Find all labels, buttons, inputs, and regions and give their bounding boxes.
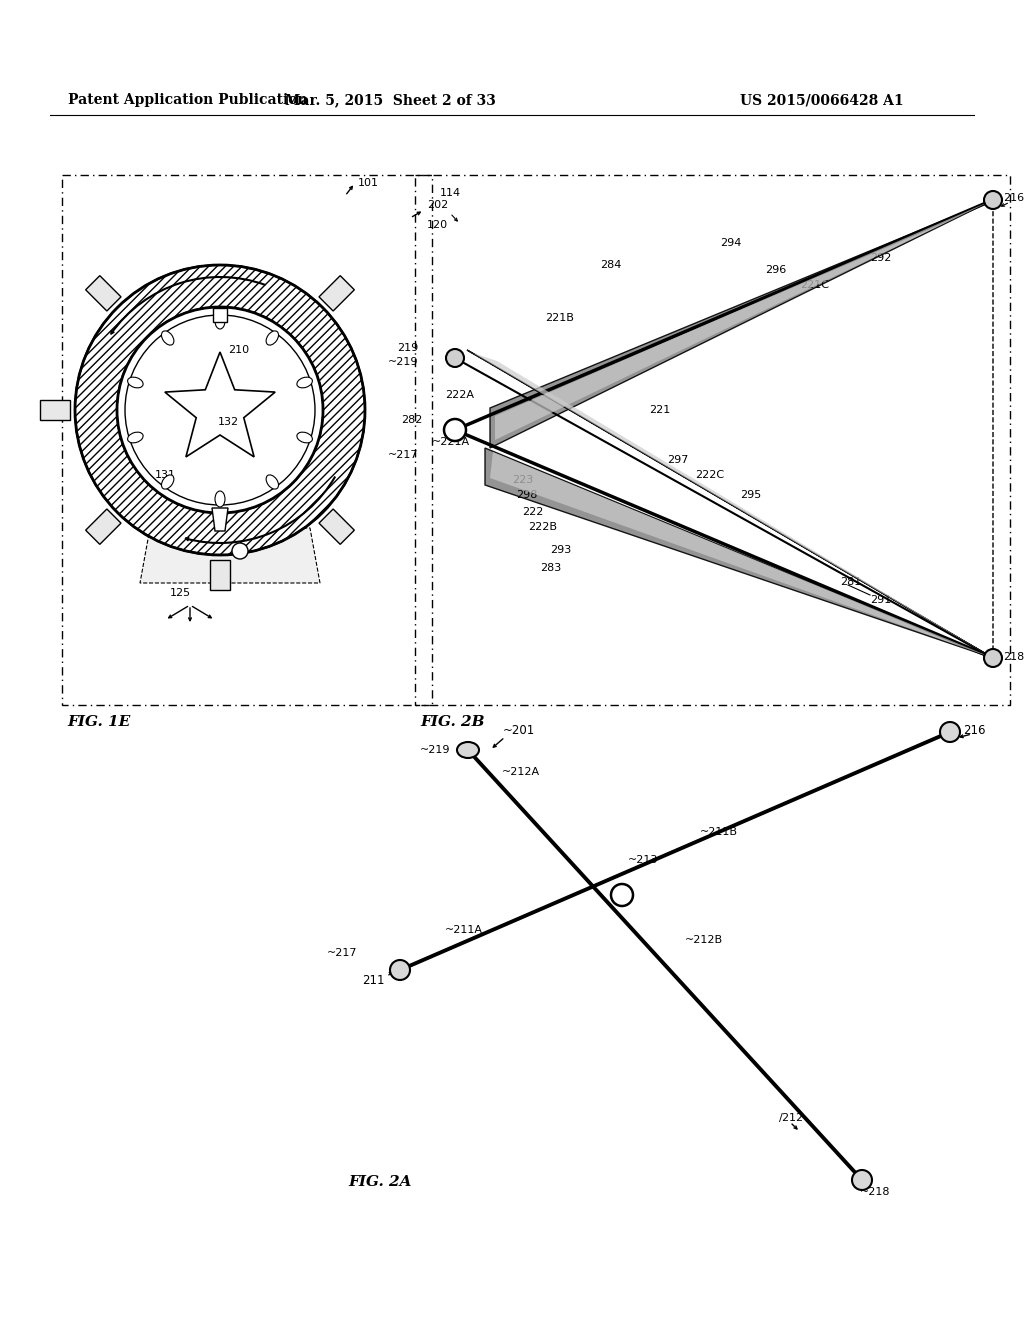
- Text: ~217: ~217: [327, 948, 357, 958]
- Text: 298: 298: [516, 490, 538, 500]
- Bar: [415, 176, 1010, 705]
- Polygon shape: [490, 451, 993, 657]
- Text: 294: 294: [720, 238, 741, 248]
- Text: 297: 297: [667, 455, 688, 465]
- Text: 281: 281: [840, 577, 861, 587]
- Ellipse shape: [162, 475, 174, 490]
- Text: Patent Application Publication: Patent Application Publication: [68, 92, 307, 107]
- Text: 120: 120: [427, 220, 449, 230]
- Text: 222C: 222C: [695, 470, 724, 480]
- Circle shape: [232, 543, 248, 558]
- Text: 221B: 221B: [545, 313, 573, 323]
- Text: 210: 210: [228, 345, 249, 355]
- Text: ~218: ~218: [860, 1187, 891, 1197]
- Text: 222: 222: [522, 507, 544, 517]
- Circle shape: [446, 421, 464, 440]
- Circle shape: [446, 348, 464, 367]
- Text: 219: 219: [396, 343, 418, 352]
- Text: ~213: ~213: [628, 855, 658, 865]
- Text: ~219: ~219: [387, 356, 418, 367]
- Text: 114: 114: [440, 187, 461, 198]
- Text: 221: 221: [649, 405, 670, 414]
- Text: 295: 295: [740, 490, 761, 500]
- Text: 202: 202: [427, 201, 449, 210]
- Text: 291: 291: [870, 595, 891, 605]
- Circle shape: [390, 960, 410, 979]
- Text: 282: 282: [400, 414, 422, 425]
- Text: 221C: 221C: [800, 280, 829, 290]
- Ellipse shape: [215, 313, 225, 329]
- Polygon shape: [485, 447, 993, 657]
- Text: 131: 131: [155, 470, 176, 480]
- Text: ~221A: ~221A: [432, 437, 470, 447]
- Ellipse shape: [128, 378, 143, 388]
- Text: FIG. 2B: FIG. 2B: [420, 715, 484, 729]
- Ellipse shape: [266, 331, 279, 345]
- Circle shape: [852, 1170, 872, 1191]
- Text: 216: 216: [963, 723, 985, 737]
- Text: 132: 132: [217, 417, 239, 426]
- Text: 284: 284: [600, 260, 622, 271]
- FancyBboxPatch shape: [319, 276, 354, 312]
- Circle shape: [984, 649, 1002, 667]
- Ellipse shape: [297, 432, 312, 444]
- Polygon shape: [467, 350, 993, 657]
- Ellipse shape: [215, 491, 225, 507]
- Polygon shape: [165, 352, 275, 457]
- Text: 292: 292: [870, 253, 891, 263]
- Text: FIG. 2A: FIG. 2A: [348, 1175, 412, 1189]
- Text: $\mathsf{/}$212: $\mathsf{/}$212: [778, 1111, 804, 1125]
- Circle shape: [117, 308, 323, 513]
- Text: ~212B: ~212B: [685, 935, 723, 945]
- Polygon shape: [140, 528, 319, 583]
- Ellipse shape: [266, 475, 279, 490]
- Text: ~201: ~201: [503, 723, 536, 737]
- FancyBboxPatch shape: [319, 510, 354, 544]
- Text: 218: 218: [1002, 652, 1024, 663]
- Text: 222A: 222A: [445, 389, 474, 400]
- FancyBboxPatch shape: [40, 400, 70, 420]
- Circle shape: [984, 191, 1002, 209]
- Bar: [213, 308, 227, 322]
- Text: ~211B: ~211B: [700, 828, 738, 837]
- Bar: [62, 176, 432, 705]
- Polygon shape: [495, 201, 993, 440]
- Text: 296: 296: [765, 265, 786, 275]
- Ellipse shape: [457, 742, 479, 758]
- Text: 283: 283: [540, 564, 561, 573]
- Text: 125: 125: [170, 587, 191, 598]
- Polygon shape: [490, 201, 993, 447]
- Text: ~212A: ~212A: [502, 767, 540, 777]
- Text: 223: 223: [512, 475, 534, 484]
- FancyBboxPatch shape: [86, 510, 121, 544]
- FancyBboxPatch shape: [210, 560, 230, 590]
- Ellipse shape: [162, 331, 174, 345]
- Text: Mar. 5, 2015  Sheet 2 of 33: Mar. 5, 2015 Sheet 2 of 33: [285, 92, 496, 107]
- Polygon shape: [212, 508, 228, 531]
- Text: ~217: ~217: [387, 450, 418, 459]
- Ellipse shape: [297, 378, 312, 388]
- Text: FIG. 1E: FIG. 1E: [67, 715, 130, 729]
- Text: ~219: ~219: [420, 744, 450, 755]
- FancyBboxPatch shape: [86, 276, 121, 312]
- Circle shape: [611, 884, 633, 906]
- Polygon shape: [473, 352, 993, 657]
- Text: 211: 211: [362, 974, 385, 986]
- Text: US 2015/0066428 A1: US 2015/0066428 A1: [740, 92, 903, 107]
- Circle shape: [940, 722, 961, 742]
- Circle shape: [444, 418, 466, 441]
- Text: 293: 293: [550, 545, 571, 554]
- Text: 216: 216: [1002, 193, 1024, 203]
- Text: 101: 101: [358, 178, 379, 187]
- Text: ~211A: ~211A: [445, 925, 483, 935]
- Ellipse shape: [128, 432, 143, 444]
- Text: 222B: 222B: [528, 521, 557, 532]
